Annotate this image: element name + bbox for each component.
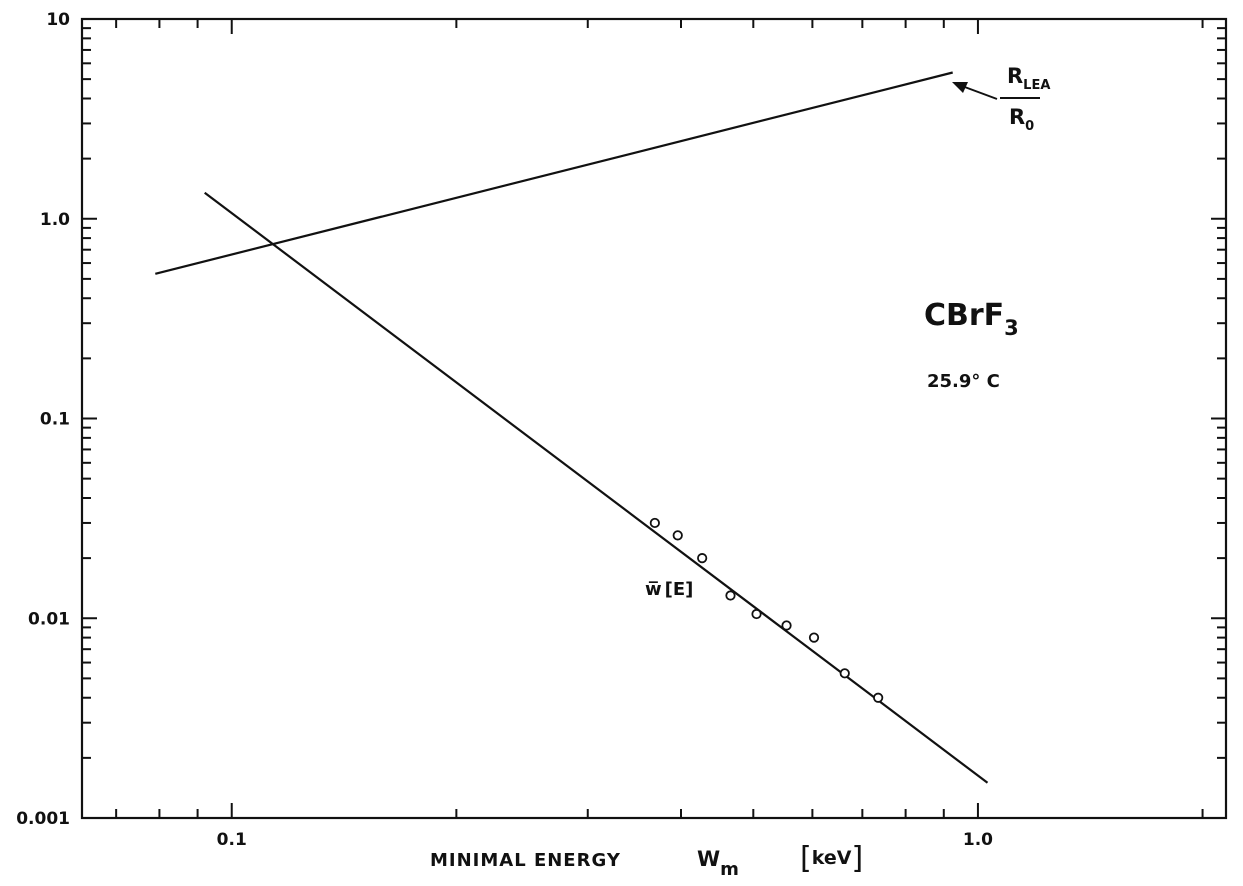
y-tick-label: 0.1	[40, 410, 70, 430]
x-axis-symbol-main: W	[697, 847, 720, 871]
x-axis-unit-close: ]	[851, 841, 863, 876]
compound-label: CBrF3	[924, 298, 1019, 340]
temperature-label: 25.9° C	[927, 371, 1000, 392]
data-point	[839, 668, 850, 679]
data-point	[808, 632, 820, 643]
ratio-label-arrow	[961, 85, 998, 100]
axis-tick-labels: 10 1.0 0.1 0.01 0.001 0.1 1.0	[16, 10, 993, 850]
x-axis-unit: [keV]	[800, 841, 863, 876]
series-line-0	[155, 71, 953, 275]
data-point	[781, 620, 792, 631]
ratio-denominator-subscript: 0	[1025, 119, 1034, 134]
x-tick-label: 0.1	[217, 830, 247, 850]
x-axis-symbol-subscript: m	[720, 859, 739, 880]
ratio-numerator-subscript: LEA	[1023, 78, 1050, 93]
y-tick-label: 0.01	[28, 609, 70, 629]
plot-series	[155, 71, 989, 784]
data-point	[751, 608, 762, 620]
axis-ticks	[82, 19, 1226, 819]
data-point	[649, 517, 660, 529]
x-axis-unit-open: [	[800, 841, 812, 876]
data-points	[649, 517, 884, 703]
data-point	[672, 530, 683, 541]
data-point	[725, 590, 736, 601]
x-tick-label: 1.0	[963, 830, 993, 850]
ratio-denominator-symbol: R	[1009, 105, 1025, 129]
w-series-label-argument: [E]	[665, 579, 694, 600]
ratio-label-arrowhead	[952, 82, 968, 93]
y-tick-label: 10	[46, 10, 70, 30]
y-tick-label: 1.0	[40, 210, 70, 230]
series-line-1	[204, 191, 989, 784]
w-series-label: w̅ [E]	[645, 579, 693, 600]
ratio-numerator: RLEA	[1007, 64, 1050, 93]
plot-frame	[80, 17, 1228, 820]
x-axis-title: MINIMAL ENERGY	[430, 850, 621, 871]
ratio-denominator: R0	[1009, 105, 1034, 134]
y-tick-label: 0.001	[16, 809, 70, 829]
compound-formula: CBrF	[924, 298, 1004, 333]
data-point	[697, 553, 708, 564]
ratio-numerator-symbol: R	[1007, 64, 1023, 88]
x-axis-symbol: Wm	[697, 847, 739, 880]
ratio-curve-label: RLEA R0	[952, 64, 1050, 134]
x-axis-unit-text: keV	[812, 847, 852, 869]
data-point	[873, 692, 884, 703]
w-series-label-symbol: w̅	[645, 579, 662, 600]
compound-subscript: 3	[1004, 316, 1019, 340]
